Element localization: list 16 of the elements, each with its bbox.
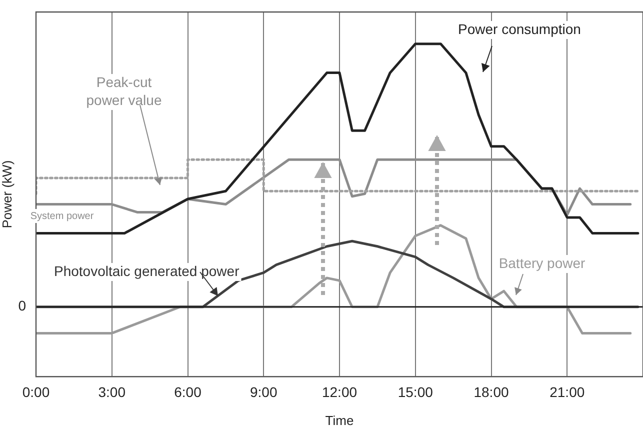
x-tick-label: 15:00 xyxy=(398,384,434,400)
x-tick-label: 18:00 xyxy=(474,384,509,400)
x-tick-label: 3:00 xyxy=(98,384,126,400)
text: Peak-cut power value xyxy=(86,74,162,108)
x-tick-label: 0:00 xyxy=(22,384,50,400)
ref-line-label: 0 xyxy=(18,298,26,314)
series-label: Photovoltaic generated power xyxy=(54,262,240,279)
x-tick-label: 6:00 xyxy=(174,384,202,400)
series-label: Battery power xyxy=(498,254,586,271)
series-label: Power consumption xyxy=(458,20,581,37)
x-axis-title: Time xyxy=(325,412,354,428)
y-axis-title: Power (kW) xyxy=(0,160,14,228)
series-label: System power xyxy=(30,210,94,222)
x-tick-label: 21:00 xyxy=(550,384,585,400)
x-tick-label: 9:00 xyxy=(250,384,278,400)
x-tick-label: 12:00 xyxy=(322,384,358,400)
